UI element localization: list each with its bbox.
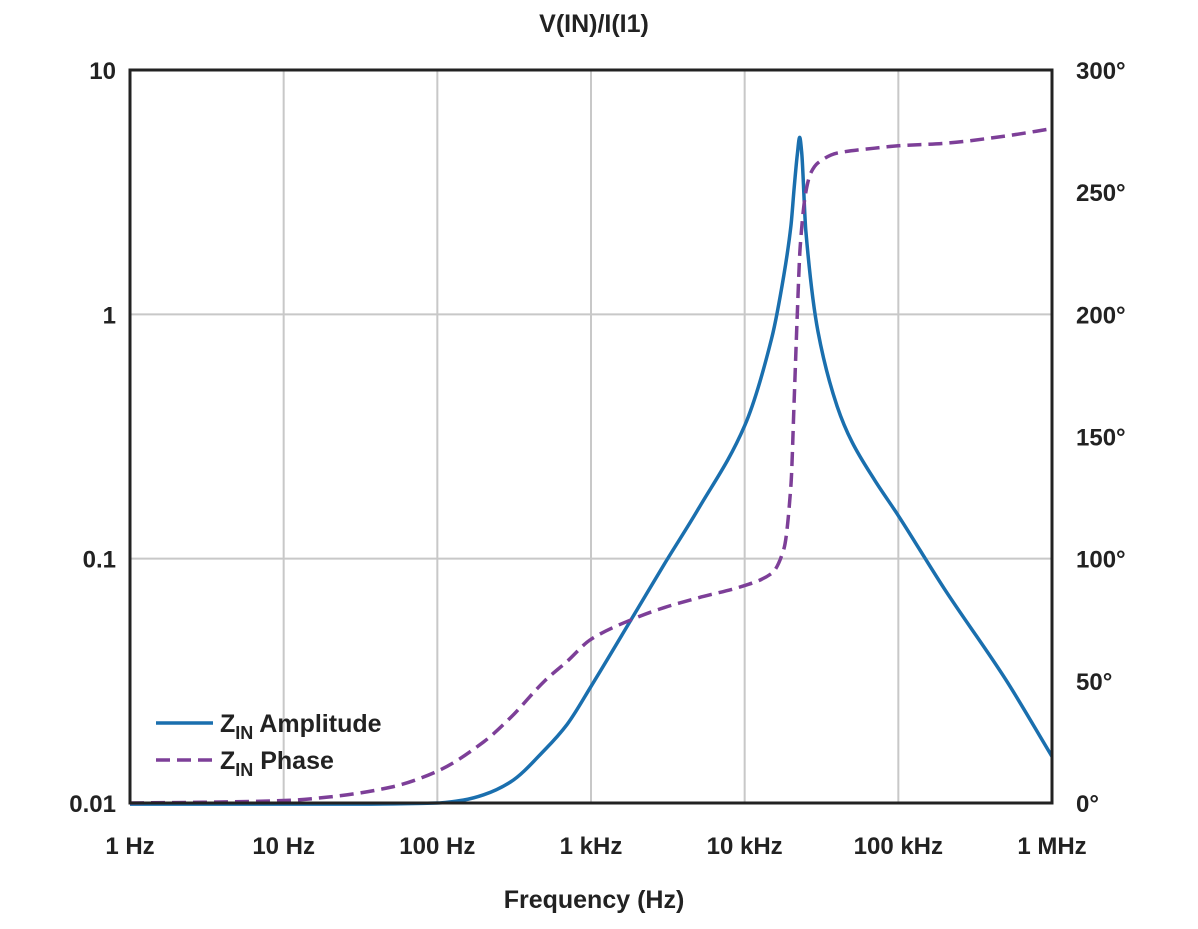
y-right-tick-label: 200°	[1076, 302, 1126, 329]
x-tick-label: 100 Hz	[399, 833, 475, 860]
chart-title: V(IN)/I(I1)	[539, 10, 649, 38]
x-axis-title: Frequency (Hz)	[504, 886, 685, 914]
x-tick-label: 10 kHz	[707, 833, 783, 860]
y-right-tick-label: 150°	[1076, 425, 1126, 452]
grid	[130, 70, 1052, 803]
y-right-tick-label: 0°	[1076, 791, 1099, 818]
y-left-tick-label: 0.01	[69, 791, 116, 818]
y-axis-left-ticks: 10 1 0.1 0.01	[69, 58, 116, 818]
x-tick-label: 1 MHz	[1017, 833, 1086, 860]
y-axis-right-ticks: 300° 250° 200° 150° 100° 50° 0°	[1076, 58, 1126, 818]
x-tick-label: 1 Hz	[105, 833, 154, 860]
y-left-tick-label: 1	[103, 302, 116, 329]
y-right-tick-label: 250°	[1076, 180, 1126, 207]
plot-frame	[128, 68, 1054, 805]
legend-entry-label: ZIN Phase	[220, 747, 334, 780]
y-right-tick-label: 50°	[1076, 669, 1112, 696]
series-line-phase	[129, 126, 1053, 805]
y-right-tick-label: 100°	[1076, 547, 1126, 574]
legend-entry-label: ZIN Amplitude	[220, 710, 382, 743]
y-left-tick-label: 10	[89, 58, 116, 85]
y-right-tick-label: 300°	[1076, 58, 1126, 85]
y-left-tick-label: 0.1	[83, 547, 116, 574]
x-tick-label: 100 kHz	[854, 833, 943, 860]
x-tick-label: 1 kHz	[560, 833, 623, 860]
x-tick-label: 10 Hz	[252, 833, 315, 860]
series-layer	[129, 126, 1054, 806]
x-axis-ticks: 1 Hz 10 Hz 100 Hz 1 kHz 10 kHz 100 kHz 1 MHz	[105, 833, 1086, 860]
legend: ZIN Amplitude ZIN Phase	[156, 710, 382, 780]
series-line-amplitude	[129, 135, 1054, 806]
